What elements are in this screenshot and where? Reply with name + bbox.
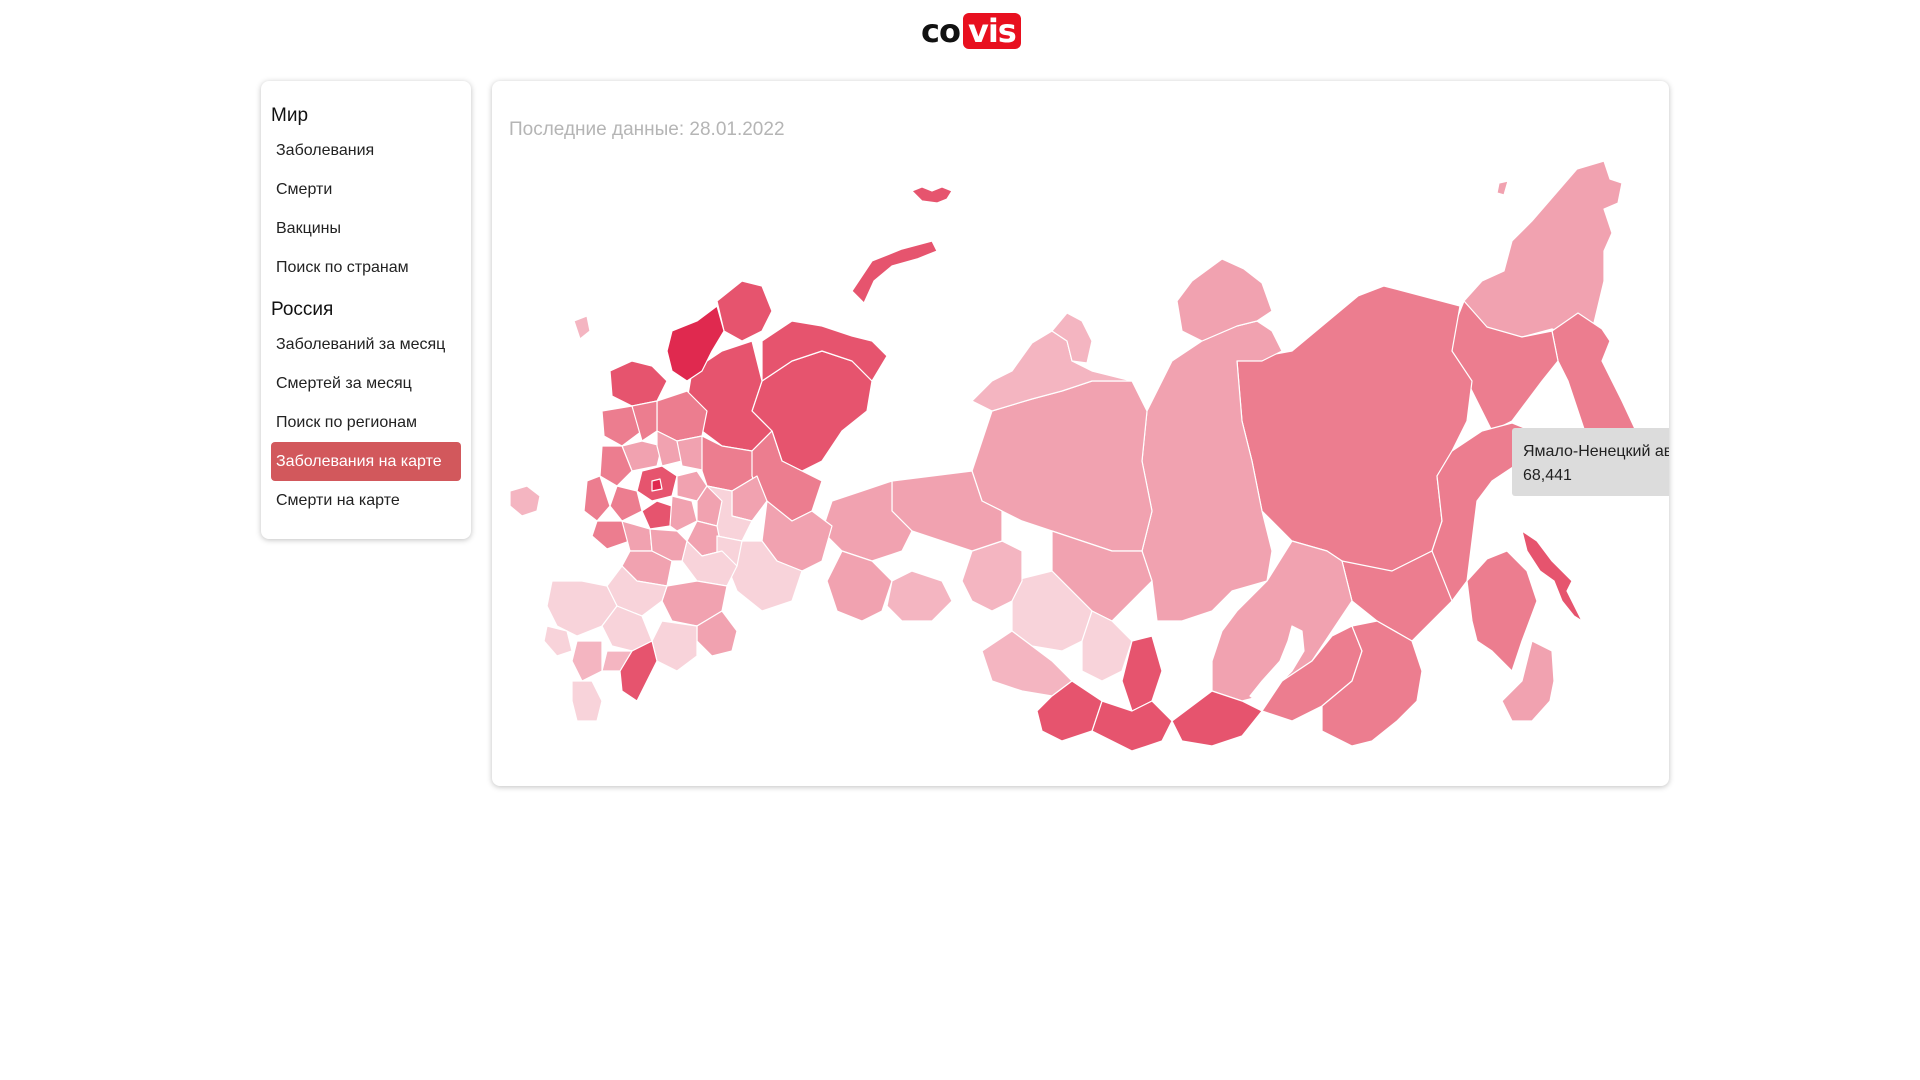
region-yaroslavl[interactable] [656,430,683,467]
region-khabarovsk[interactable] [1431,422,1533,602]
region-nenets[interactable] [761,320,888,382]
region-tuva[interactable] [1091,700,1173,752]
region-primorye[interactable] [1466,550,1538,672]
region-moscow-city[interactable] [651,478,663,492]
region-murmansk[interactable] [716,280,773,342]
region-bryansk[interactable] [583,475,611,522]
region-saratov[interactable] [681,540,738,587]
tooltip-region-name: Ямало-Ненецкий автономный округ [1523,443,1669,460]
region-crimea[interactable] [509,485,541,517]
nav-world-cases[interactable]: Заболевания [276,142,375,159]
region-north-caucasus[interactable] [571,680,603,722]
region-franz-josef[interactable] [911,186,953,204]
region-pskov[interactable] [601,405,643,447]
world-heading: Мир [271,105,309,126]
main-panel: Последние данные: 28.01.2022 [492,81,1669,786]
region-kalmykia[interactable] [651,620,698,672]
nav-russia-monthly-cases[interactable]: Заболеваний за месяц [276,336,446,353]
region-yamal-peninsula[interactable] [1051,312,1093,364]
region-taimyr[interactable] [1176,258,1273,342]
last-data-label: Последние данные: 28.01.2022 [509,119,785,140]
lake-baikal [1249,625,1305,702]
region-tooltip: Ямало-Ненецкий автономный округ 68,441 [1512,428,1669,496]
region-adygea[interactable] [543,625,573,657]
region-karelia[interactable] [666,305,725,382]
region-sverdlovsk[interactable] [821,480,913,562]
region-ryazan[interactable] [669,495,698,532]
region-kursk[interactable] [591,520,631,550]
region-kurgan[interactable] [886,570,953,622]
tooltip-region-value: 68,441 [1523,467,1572,484]
region-chechnya[interactable] [601,650,633,672]
nav-country-search[interactable]: Поиск по странам [276,259,409,276]
region-novaya-zemlya[interactable] [851,240,938,304]
region-kaliningrad[interactable] [573,315,591,340]
region-primorsky-south[interactable] [1501,640,1555,722]
region-tambov[interactable] [649,528,688,562]
nav-deaths-map[interactable]: Смерти на карте [276,492,400,509]
region-smolensk[interactable] [599,445,633,487]
nav-world-deaths[interactable]: Смерти [276,181,333,198]
nav-russia-monthly-deaths[interactable]: Смертей за месяц [276,375,412,392]
region-wrangel-island[interactable] [1496,180,1509,196]
russia-heading: Россия [271,299,334,320]
russia-choropleth-map [509,160,1643,752]
region-nizhny[interactable] [696,485,723,527]
region-zabaykalsky[interactable] [1321,620,1423,747]
region-kemerovo[interactable] [1081,610,1133,682]
region-sakha[interactable] [1236,285,1473,577]
region-amur[interactable] [1341,550,1453,642]
region-kaluga[interactable] [609,485,643,522]
region-sakhalin[interactable] [1521,530,1583,622]
region-chukotka[interactable] [1463,160,1623,338]
nav-world-vaccines[interactable]: Вакцины [276,220,342,237]
region-chelyabinsk[interactable] [826,550,893,622]
region-altai-republic[interactable] [1036,680,1103,742]
region-omsk[interactable] [961,540,1023,612]
region-tula[interactable] [641,500,673,530]
logo-text-vis: vis [962,13,1021,49]
region-leningrad[interactable] [609,360,668,407]
nav-region-search[interactable]: Поиск по регионам [276,414,417,431]
region-buryatia-west[interactable] [1171,690,1263,747]
nav-cases-map[interactable]: Заболевания на карте [271,442,461,481]
region-lipetsk[interactable] [621,520,653,552]
covis-logo[interactable]: co vis [921,13,1021,49]
sidebar: Мир Заболевания Смерти Вакцины Поиск по … [261,81,471,539]
region-kabardino[interactable] [571,640,603,682]
logo-text-co: co [921,12,961,50]
